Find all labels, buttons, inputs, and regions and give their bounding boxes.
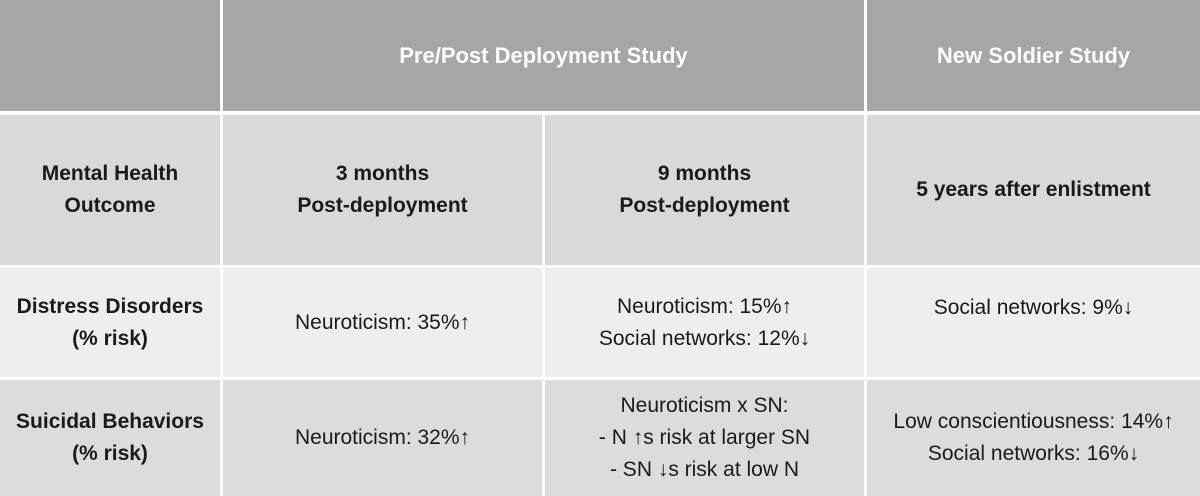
- subheader-5-years-line: 5 years after enlistment: [916, 178, 1151, 201]
- subheader-3-months: 3 months Post-deployment: [223, 115, 542, 265]
- suicidal-5-years-cell: Low conscientiousness: 14%↑ Social netwo…: [867, 380, 1200, 496]
- row-label-line: (% risk): [72, 326, 148, 350]
- suicidal-3-months-cell: Neuroticism: 32%↑: [223, 380, 542, 496]
- cell-text-line: Neuroticism x SN:: [620, 394, 789, 417]
- subheader-9-months-line: 9 months: [657, 162, 752, 185]
- subheader-outcome-line: Outcome: [64, 194, 156, 217]
- cell-text-line: - SN ↓s risk at low N: [609, 458, 800, 481]
- cell-text-line: Neuroticism: 32%↑: [294, 426, 471, 449]
- subheader-outcome-line: Mental Health: [41, 162, 179, 185]
- cell-text-line: - N ↑s risk at larger SN: [598, 426, 811, 449]
- header-new-soldier-study: New Soldier Study: [867, 0, 1200, 111]
- header-corner-cell: [0, 0, 220, 111]
- row-label-line: (% risk): [72, 442, 148, 465]
- distress-9-months-cell: Neuroticism: 15%↑ Social networks: 12%↓: [545, 268, 864, 377]
- distress-3-months-cell: Neuroticism: 35%↑: [223, 268, 542, 377]
- row-label-distress-disorders: Distress Disorders (% risk): [0, 268, 220, 377]
- row-label-line: Distress Disorders: [16, 294, 204, 318]
- cell-text-line: Social networks: 16%↓: [927, 442, 1140, 465]
- subheader-9-months: 9 months Post-deployment: [545, 115, 864, 265]
- subheader-3-months-line: Post-deployment: [297, 194, 468, 217]
- header-newsoldier-label: New Soldier Study: [936, 42, 1131, 68]
- cell-text-line: Social networks: 12%↓: [598, 326, 811, 350]
- header-prepost-study: Pre/Post Deployment Study: [223, 0, 864, 111]
- row-label-line: Suicidal Behaviors: [16, 410, 204, 433]
- suicidal-9-months-cell: Neuroticism x SN: - N ↑s risk at larger …: [545, 380, 864, 496]
- cell-text-line: Neuroticism: 15%↑: [616, 294, 793, 318]
- subheader-3-months-line: 3 months: [335, 162, 430, 185]
- distress-5-years-cell: Social networks: 9%↓: [867, 268, 1200, 377]
- header-prepost-label: Pre/Post Deployment Study: [399, 42, 688, 68]
- cell-text-line: Social networks: 9%↓: [933, 296, 1134, 319]
- subheader-outcome: Mental Health Outcome: [0, 115, 220, 265]
- subheader-5-years: 5 years after enlistment: [867, 115, 1200, 265]
- subheader-9-months-line: Post-deployment: [619, 194, 790, 217]
- cell-text-line: Neuroticism: 35%↑: [294, 310, 471, 334]
- cell-text-line: Low conscientiousness: 14%↑: [893, 410, 1174, 433]
- row-label-suicidal-behaviors: Suicidal Behaviors (% risk): [0, 380, 220, 496]
